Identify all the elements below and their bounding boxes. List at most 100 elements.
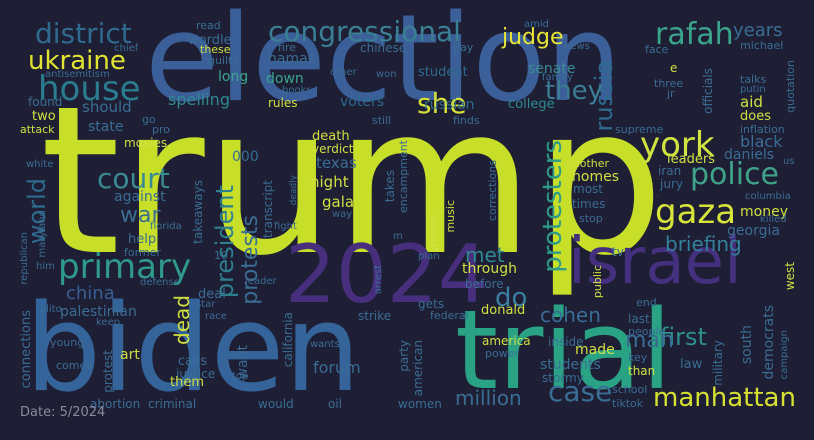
word-columbia: columbia [745, 191, 791, 202]
word-attack: attack [20, 123, 55, 136]
word-putin: putin [740, 84, 766, 95]
word-top: top [232, 371, 249, 382]
word-military: military [711, 340, 725, 386]
word-student: student [418, 65, 468, 80]
word-would: would [258, 397, 294, 411]
word-found: found [28, 95, 63, 109]
word-keep: keep [96, 317, 121, 328]
word-california: california [281, 312, 295, 368]
word-texas: texas [316, 154, 357, 172]
word-president: president [211, 185, 239, 299]
word-gala: gala [322, 193, 355, 211]
word-way: way [332, 209, 353, 220]
word-china: china [66, 283, 115, 304]
word-million: million [455, 386, 522, 410]
word-gets: gets [418, 297, 444, 311]
word-these: these [200, 43, 231, 56]
word-tv: tv [612, 245, 624, 259]
word-still: still [372, 114, 392, 127]
word-criminal: criminal [148, 397, 197, 411]
word-inside: inside [548, 335, 584, 349]
word-met: met [465, 243, 505, 267]
word-congressional: congressional [268, 15, 461, 48]
word-rules: rules [268, 96, 298, 110]
word-campaign: campaign [779, 330, 790, 380]
word-quotation: quotation [784, 60, 797, 113]
word-stormy: stormy [542, 371, 584, 385]
word-house: house [38, 69, 141, 109]
word-e: e [670, 61, 678, 75]
word-000: 000 [232, 149, 259, 165]
word-federal: federal [430, 309, 469, 322]
word-m: m [393, 231, 403, 242]
word-night: night [310, 173, 349, 191]
word-him: him [36, 261, 55, 272]
word-donald: donald [481, 303, 526, 318]
word-strike: strike [358, 309, 392, 323]
word-key: key [628, 351, 648, 364]
word-protest: protest [101, 350, 115, 393]
word-york: york [640, 125, 715, 165]
word-three: three [654, 77, 684, 90]
word-deadly: deadly [289, 175, 299, 206]
word-women: women [398, 397, 442, 411]
word-connections: connections [19, 310, 34, 389]
word-state: state [88, 119, 124, 135]
word-face: face [645, 43, 669, 56]
word-palestinian: palestinian [60, 304, 137, 320]
word-won: won [376, 69, 397, 80]
word-pro: pro [152, 123, 170, 136]
word-help: help [128, 232, 157, 247]
word-deal: deal [198, 287, 226, 302]
word-ukraine: ukraine [28, 46, 126, 76]
word-south: south [739, 325, 755, 365]
word-iran: iran [658, 164, 682, 178]
word-takes: takes [383, 170, 397, 203]
word-fire: fire [278, 41, 296, 54]
word-chinese: chinese [360, 41, 407, 55]
word-another: another [566, 157, 610, 170]
word-power: power [485, 347, 519, 360]
word-fight: fight [274, 221, 297, 232]
word-man: man [625, 328, 674, 353]
word-against: against [114, 189, 166, 205]
word-two: two [32, 109, 56, 124]
word-dead: dead [170, 295, 194, 345]
word-other: other [330, 67, 357, 78]
word-michael: michael [740, 39, 784, 52]
word-go: go [142, 113, 156, 126]
word-young: young [50, 336, 85, 349]
word-wordle: wordle [188, 33, 232, 48]
word-rafah: rafah [655, 17, 734, 52]
word-read: read [196, 19, 221, 32]
word-finds: finds [453, 114, 480, 127]
word-inflation: inflation [740, 123, 785, 136]
word-down: down [266, 71, 304, 87]
word-aid: aid [740, 93, 763, 111]
word-college: college [508, 97, 555, 112]
word-made: made [575, 342, 615, 358]
word-they: they [545, 76, 604, 106]
word-10: 10 [214, 249, 228, 262]
word-trial: trial [455, 286, 672, 414]
word-former: former [124, 246, 161, 259]
word-tiktok: tiktok [612, 397, 644, 410]
word-amid: amid [524, 19, 549, 30]
word-us: us [783, 156, 795, 167]
word-justice: justice [176, 367, 216, 381]
word-chief: chief [114, 43, 139, 54]
word-homes: homes [572, 169, 619, 185]
word-case: case [548, 375, 613, 408]
word-trump: trump [40, 63, 665, 301]
word-where: where [427, 215, 441, 252]
word-leader: leader [245, 276, 277, 287]
word-judge: judge [502, 25, 564, 50]
word-police: police [690, 157, 780, 192]
word-star: star [196, 299, 216, 310]
date-caption: Date: 5/2024 [20, 405, 106, 420]
word-public: public [591, 265, 604, 299]
word-than: than [628, 364, 656, 378]
word-black: black [740, 132, 783, 151]
word-america: america [482, 334, 531, 348]
